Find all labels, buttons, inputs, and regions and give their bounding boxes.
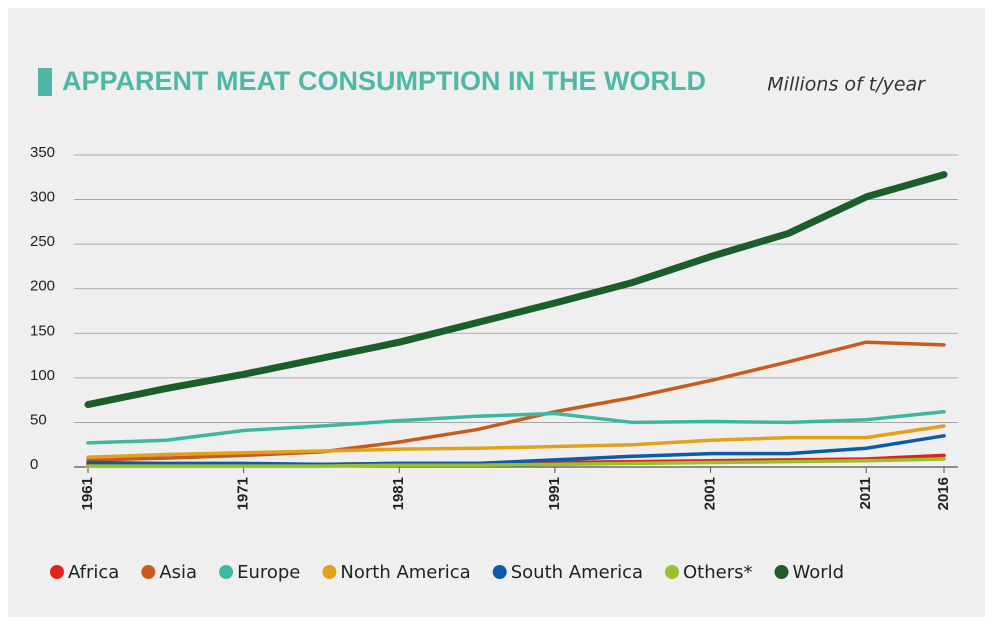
legend-marker xyxy=(665,565,680,579)
legend-marker xyxy=(219,565,234,579)
legend-label: World xyxy=(793,562,845,583)
subtitle: Millions of t/year xyxy=(767,74,926,96)
x-tick-label: 1991 xyxy=(546,477,563,510)
y-tick-label: 0 xyxy=(30,456,38,473)
x-tick-label: 1961 xyxy=(79,477,96,510)
legend-marker xyxy=(141,565,156,579)
y-tick-label: 150 xyxy=(30,322,55,339)
legend-label: Africa xyxy=(68,562,119,583)
y-tick-label: 300 xyxy=(30,189,55,206)
y-tick-label: 200 xyxy=(30,278,55,295)
legend-marker xyxy=(322,565,337,579)
x-tick-label: 2001 xyxy=(702,477,719,510)
legend-marker xyxy=(492,565,507,579)
series-line xyxy=(86,409,946,445)
legend-marker xyxy=(774,565,789,579)
x-tick-label: 1981 xyxy=(390,477,407,510)
y-tick-label: 350 xyxy=(30,144,55,161)
panel xyxy=(8,8,985,617)
legend-label: Asia xyxy=(159,562,197,583)
title-block xyxy=(38,68,52,96)
legend-label: North America xyxy=(340,562,470,583)
series-line xyxy=(86,424,946,459)
series-line xyxy=(86,434,946,467)
legend-label: Europe xyxy=(237,562,300,583)
legend-marker xyxy=(50,565,64,579)
y-tick-label: 50 xyxy=(30,411,47,428)
x-tick-label: 1971 xyxy=(235,477,252,510)
x-tick-label: 2016 xyxy=(935,477,952,510)
y-tick-label: 250 xyxy=(30,233,55,250)
legend-label: Others* xyxy=(683,562,753,583)
series-line xyxy=(86,340,946,462)
series-line xyxy=(84,171,948,409)
x-tick-label: 2011 xyxy=(857,477,874,510)
chart-title: APPARENT MEAT CONSUMPTION IN THE WORLD xyxy=(62,66,706,96)
series-line xyxy=(86,457,946,468)
legend-label: South America xyxy=(511,562,643,583)
y-tick-label: 100 xyxy=(30,367,55,384)
